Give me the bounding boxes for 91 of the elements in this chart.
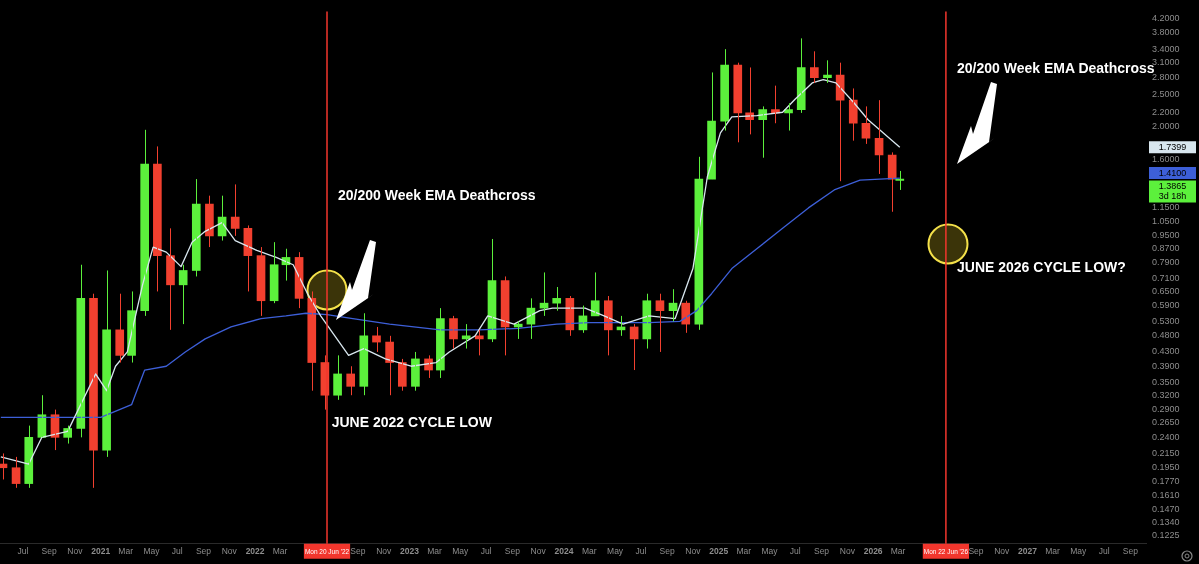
y-tick-label: 4.2000 <box>1152 12 1180 23</box>
x-tick-label: Sep <box>350 546 366 557</box>
candlestick <box>178 264 188 325</box>
y-tick-label: 0.8700 <box>1152 243 1180 254</box>
y-tick-label: 3.4000 <box>1152 43 1180 54</box>
candlestick <box>191 178 201 277</box>
x-tick-label: 2025 <box>709 546 729 557</box>
y-tick-label: 0.5300 <box>1152 315 1180 326</box>
x-tick-label: May <box>452 546 470 557</box>
candlestick <box>153 145 162 292</box>
x-tick-label: Mar <box>581 546 597 557</box>
text: 1.7399 <box>1158 141 1187 152</box>
candlestick <box>115 293 125 364</box>
y-tick-label: 0.1470 <box>1152 503 1180 514</box>
y-tick-label: 0.1770 <box>1152 476 1180 487</box>
y-tick-label: 0.1225 <box>1152 530 1180 541</box>
x-tick-label: Jul <box>171 546 183 557</box>
x-tick-label: Nov <box>67 546 84 557</box>
candlestick <box>346 365 356 396</box>
candlestick <box>359 312 369 396</box>
y-tick-label: 2.8000 <box>1152 72 1180 83</box>
annotation: JUNE 2022 CYCLE LOW <box>331 413 493 430</box>
x-tick-label: May <box>607 546 624 557</box>
y-tick-label: 0.1950 <box>1152 462 1180 473</box>
x-tick-label: May <box>143 546 161 557</box>
y-tick-label: 0.2400 <box>1152 431 1180 442</box>
y-tick-label: 0.4300 <box>1152 346 1180 357</box>
x-tick-label: 2026 <box>863 546 883 557</box>
candlestick <box>720 48 729 132</box>
text: 1.4100 <box>1158 167 1187 178</box>
y-tick-label: 0.4800 <box>1152 330 1180 341</box>
x-tick-label: Mar <box>118 546 134 557</box>
x-tick-label: Jul <box>789 546 801 557</box>
x-tick-label: Mar <box>272 546 288 557</box>
y-tick-label: 2.5000 <box>1152 88 1180 99</box>
x-tick-label: Mar <box>736 546 752 557</box>
x-tick-label: 2027 <box>1018 546 1038 557</box>
candlestick <box>76 264 86 438</box>
text: 1.3865 3d 18h <box>1158 180 1187 201</box>
y-tick-label: 0.1610 <box>1152 490 1180 501</box>
candlestick <box>333 354 342 401</box>
y-tick-label: 0.3200 <box>1152 389 1180 400</box>
x-tick-label: May <box>761 546 779 557</box>
x-tick-label: Nov <box>221 546 238 557</box>
y-tick-label: 0.9500 <box>1152 230 1180 241</box>
y-tick-label: 0.3900 <box>1152 360 1180 371</box>
x-tick-label: 2023 <box>400 546 420 557</box>
y-tick-label: 1.1500 <box>1152 202 1180 213</box>
y-tick-label: 0.1340 <box>1152 517 1180 528</box>
x-tick-label: 2022 <box>245 546 265 557</box>
y-tick-label: 0.2150 <box>1152 447 1180 458</box>
x-tick-label: Mar <box>890 546 906 557</box>
x-tick-label: Mar <box>1045 546 1060 557</box>
annotation: JUNE 2026 CYCLE LOW? <box>957 258 1126 275</box>
y-tick-label: 0.3500 <box>1152 376 1180 387</box>
candlestick <box>89 293 98 489</box>
x-tick-label: Nov <box>994 546 1011 557</box>
y-tick-label: 0.7100 <box>1152 272 1180 283</box>
y-tick-label: 0.2650 <box>1152 417 1180 428</box>
annotation: 20/200 Week EMA Deathcross <box>338 186 536 203</box>
x-tick-label: Jul <box>1098 546 1110 557</box>
x-tick-label: Nov <box>530 546 547 557</box>
x-tick-label: 2021 <box>91 546 111 557</box>
y-tick-label: 2.0000 <box>1152 121 1180 132</box>
candlestick <box>733 62 743 143</box>
x-tick-label: Nov <box>839 546 856 557</box>
x-tick-label: Sep <box>1122 546 1139 557</box>
x-tick-label: Sep <box>504 546 521 557</box>
x-tick-label: Jul <box>17 546 29 557</box>
x-tick-label: Sep <box>659 546 675 557</box>
y-tick-label: 2.2000 <box>1152 107 1180 118</box>
x-tick-label: Sep <box>41 546 57 557</box>
y-tick-label: 1.0500 <box>1152 215 1180 226</box>
x-tick-label: Jul <box>635 546 647 557</box>
candlestick <box>810 50 819 84</box>
x-tick-label: Nov <box>685 546 702 557</box>
y-tick-label: 3.8000 <box>1152 27 1180 38</box>
x-tick-label: Jul <box>480 546 492 557</box>
y-tick-label: 0.6500 <box>1152 285 1180 296</box>
x-tick-label: 2024 <box>554 546 574 557</box>
x-tick-label: May <box>1070 546 1088 557</box>
candlestick <box>230 183 240 237</box>
x-tick-label: Sep <box>813 546 830 557</box>
x-tick-label: Mar <box>427 546 442 557</box>
y-tick-label: 1.6000 <box>1152 154 1180 165</box>
x-tick-label: Nov <box>376 546 392 557</box>
x-tick-label: Sep <box>195 546 212 557</box>
y-tick-label: 0.2900 <box>1152 404 1180 415</box>
y-tick-label: 0.5900 <box>1152 300 1180 311</box>
candlestick <box>166 227 175 331</box>
y-tick-label: 0.7900 <box>1152 257 1180 268</box>
